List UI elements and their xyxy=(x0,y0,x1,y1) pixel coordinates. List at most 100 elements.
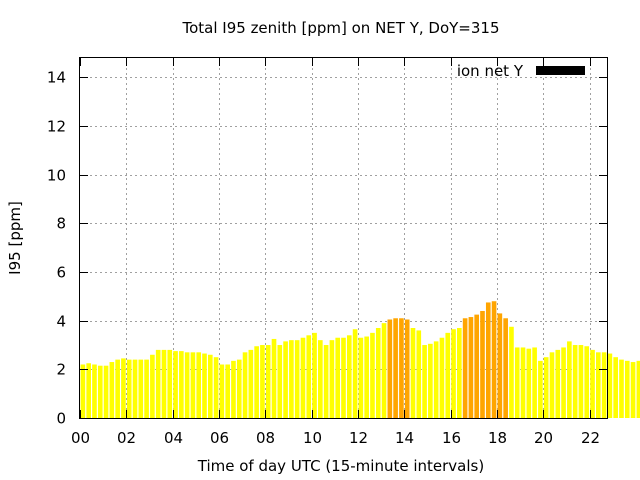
bar xyxy=(352,329,358,418)
bar xyxy=(312,332,317,418)
y-tick-label: 8 xyxy=(56,215,66,233)
bar xyxy=(364,336,369,418)
bar xyxy=(138,359,144,418)
bar xyxy=(393,318,398,418)
bar xyxy=(248,349,254,418)
bar xyxy=(624,360,630,418)
bar xyxy=(596,352,601,418)
x-tick-label: 02 xyxy=(117,429,136,447)
bar xyxy=(480,310,485,418)
bar xyxy=(561,347,566,418)
legend-swatch xyxy=(536,66,585,75)
x-tick-label: 18 xyxy=(488,429,507,447)
bar xyxy=(433,341,439,418)
legend-label: ion net Y xyxy=(457,62,524,80)
y-tick-label: 14 xyxy=(47,69,66,87)
bar xyxy=(503,318,508,418)
bar xyxy=(161,349,167,418)
bar xyxy=(318,340,323,418)
bar xyxy=(416,330,422,418)
bar xyxy=(265,345,271,418)
bar xyxy=(520,347,526,418)
bar xyxy=(225,364,230,418)
y-tick-label: 4 xyxy=(56,313,66,331)
bar xyxy=(630,362,636,418)
bar xyxy=(590,349,595,418)
bar xyxy=(491,301,497,418)
bar xyxy=(555,349,561,418)
grid xyxy=(80,58,607,418)
bar xyxy=(358,337,364,418)
bar xyxy=(126,359,132,418)
bar xyxy=(144,359,149,418)
chart-title: Total I95 zenith [ppm] on NET Y, DoY=315 xyxy=(181,19,499,37)
x-tick-label: 10 xyxy=(303,429,322,447)
bar xyxy=(132,359,138,418)
bar xyxy=(567,341,572,418)
bar xyxy=(207,354,213,418)
bar xyxy=(179,351,184,418)
bar xyxy=(184,352,190,418)
bar xyxy=(341,337,346,418)
bar xyxy=(346,335,352,418)
bar xyxy=(578,345,584,418)
bar xyxy=(410,328,416,418)
bar xyxy=(202,353,207,418)
bar xyxy=(532,347,537,418)
bar xyxy=(277,345,283,418)
y-axis-label: I95 [ppm] xyxy=(6,201,24,275)
bar xyxy=(428,343,433,418)
legend: ion net Y xyxy=(457,62,585,80)
bar xyxy=(121,358,126,418)
bar xyxy=(271,338,277,418)
bar xyxy=(601,352,607,418)
x-tick-label: 16 xyxy=(442,429,461,447)
bar xyxy=(300,337,306,418)
bar xyxy=(514,347,520,418)
y-tick-label: 2 xyxy=(56,361,66,379)
bar xyxy=(231,360,236,418)
x-tick-label: 08 xyxy=(256,429,275,447)
bar xyxy=(485,302,491,418)
bar xyxy=(543,357,549,418)
bar xyxy=(329,340,335,418)
bar xyxy=(474,314,480,418)
bar xyxy=(497,313,503,418)
x-tick-label: 12 xyxy=(349,429,368,447)
x-tick-label: 00 xyxy=(71,429,90,447)
bar xyxy=(335,337,341,418)
y-tick-label: 6 xyxy=(56,264,66,282)
bar xyxy=(399,318,404,418)
bar xyxy=(196,352,202,418)
bar xyxy=(370,332,375,418)
bar xyxy=(323,345,329,418)
bar xyxy=(445,332,451,418)
bar xyxy=(97,365,103,418)
bar xyxy=(103,365,109,418)
bar xyxy=(538,360,543,418)
bar xyxy=(190,352,196,418)
bar xyxy=(375,328,381,418)
bar xyxy=(387,319,393,418)
bar xyxy=(619,359,624,418)
bar xyxy=(236,359,242,418)
bar xyxy=(509,326,514,418)
bar xyxy=(468,317,474,418)
x-axis-label: Time of day UTC (15-minute intervals) xyxy=(197,457,484,475)
bar xyxy=(607,353,613,418)
bar xyxy=(283,341,288,418)
bar xyxy=(109,362,115,418)
bar xyxy=(549,352,555,418)
bar xyxy=(150,354,155,418)
bar xyxy=(294,340,300,418)
x-tick-label: 14 xyxy=(395,429,414,447)
bars xyxy=(80,301,640,418)
bar xyxy=(457,328,462,418)
x-tick-label: 22 xyxy=(581,429,600,447)
bar xyxy=(306,335,312,418)
x-tick-label: 04 xyxy=(164,429,183,447)
bar xyxy=(572,345,578,418)
bar xyxy=(80,364,86,418)
